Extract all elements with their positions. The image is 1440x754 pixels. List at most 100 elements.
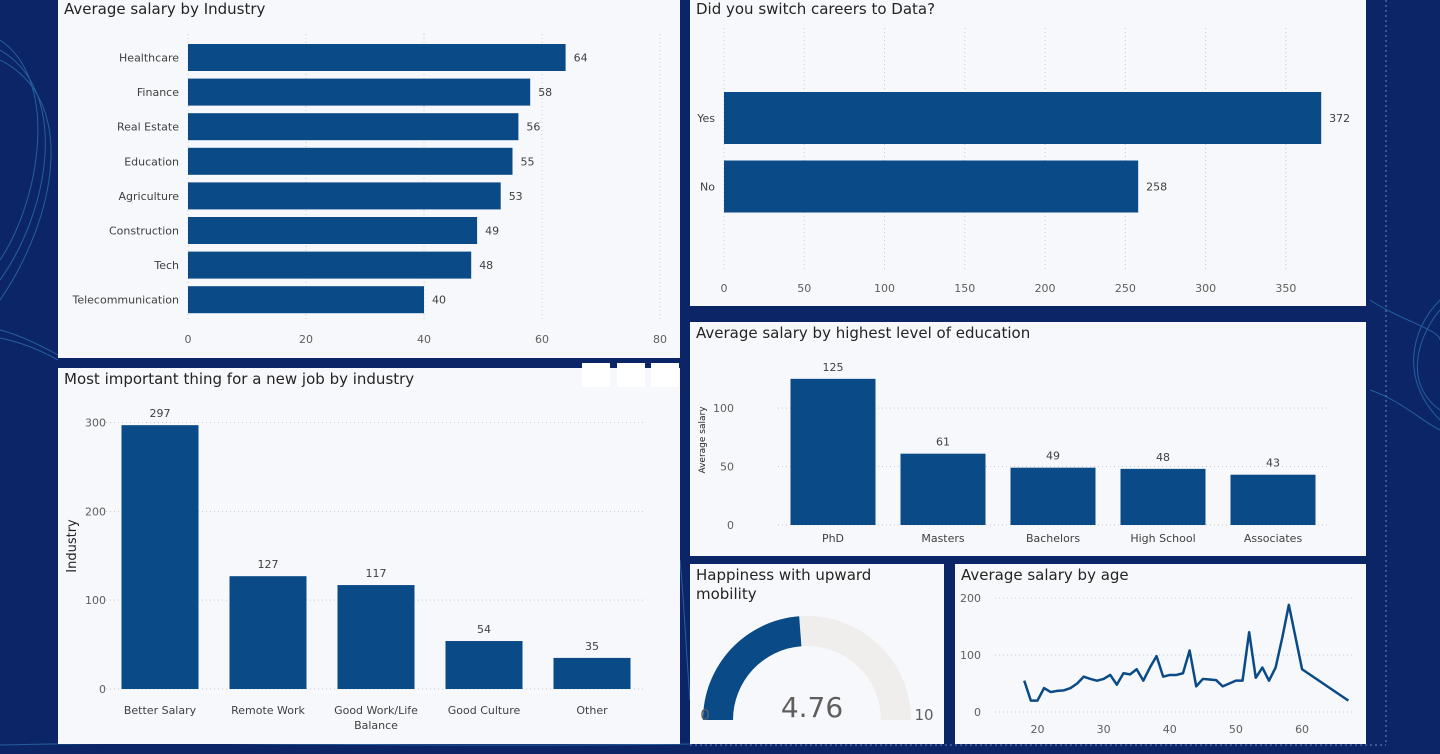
x-tick-label: 150 xyxy=(954,282,975,295)
data-label: 127 xyxy=(258,558,279,571)
category-label: Yes xyxy=(696,112,715,125)
important-chart-title: Most important thing for a new job by in… xyxy=(64,370,415,388)
x-tick-label: 40 xyxy=(417,333,431,346)
data-label: 58 xyxy=(538,86,552,99)
gauge-max-label: 10 xyxy=(914,706,933,724)
data-label: 117 xyxy=(366,567,387,580)
education-salary-panel: Average salary by highest level of educa… xyxy=(690,322,1366,556)
y-axis-title: Industry xyxy=(65,519,80,573)
data-label: 35 xyxy=(585,640,599,653)
data-label: 372 xyxy=(1329,112,1350,125)
switch-chart-title: Did you switch careers to Data? xyxy=(696,0,936,18)
category-label: Bachelors xyxy=(1026,532,1080,545)
category-label: Good Culture xyxy=(448,704,521,717)
bar xyxy=(337,585,415,689)
x-tick-label: 50 xyxy=(1229,723,1243,736)
education-salary-chart: 0 50 100 125 PhD 61 Masters 49 Bachelors 48 High S… xyxy=(698,361,1328,545)
happiness-panel: Happiness with upward mobility 4.76 0 10 xyxy=(690,564,944,744)
category-label: Real Estate xyxy=(117,121,179,134)
bar xyxy=(724,160,1139,213)
bar xyxy=(188,78,531,106)
x-tick-label: 20 xyxy=(299,333,313,346)
bar xyxy=(553,657,631,689)
category-label: Construction xyxy=(109,225,179,238)
category-label: Healthcare xyxy=(119,52,179,65)
y-tick-label: 100 xyxy=(960,649,981,662)
category-label: Remote Work xyxy=(231,704,305,717)
x-tick-label: 40 xyxy=(1163,723,1177,736)
y-tick-label: 50 xyxy=(720,461,734,474)
happiness-title-line-2: mobility xyxy=(696,585,757,603)
education-chart-title: Average salary by highest level of educa… xyxy=(696,324,1031,342)
happiness-gauge: 4.76 0 10 xyxy=(700,616,934,724)
bar xyxy=(188,113,519,141)
data-label: 49 xyxy=(485,225,499,238)
salary-line xyxy=(1023,603,1350,702)
y-axis-title: Average salary xyxy=(698,406,708,474)
x-tick-label: 0 xyxy=(721,282,728,295)
bar xyxy=(121,425,199,689)
category-label: Other xyxy=(576,704,608,717)
category-label: Telecommunication xyxy=(71,294,179,307)
bar xyxy=(188,251,472,279)
data-label: 49 xyxy=(1046,450,1060,463)
y-tick-label: 100 xyxy=(85,594,106,607)
bar xyxy=(724,92,1322,144)
data-label: 54 xyxy=(477,623,491,636)
data-label: 56 xyxy=(526,121,540,134)
focus-mode-button[interactable] xyxy=(617,363,645,387)
data-label: 258 xyxy=(1146,181,1167,194)
important-thing-chart: 0 100 200 300 297 Better Salary 127 Remote Work… xyxy=(65,407,646,732)
category-label: Masters xyxy=(921,532,965,545)
bar xyxy=(900,453,986,525)
data-label: 61 xyxy=(936,436,950,449)
data-label: 64 xyxy=(574,52,588,65)
bar xyxy=(188,286,424,314)
x-tick-label: 250 xyxy=(1115,282,1136,295)
industry-chart-title: Average salary by Industry xyxy=(64,0,266,18)
category-label: Tech xyxy=(153,259,179,272)
data-label: 48 xyxy=(479,259,493,272)
filter-button[interactable] xyxy=(582,363,610,387)
y-tick-label: 200 xyxy=(85,505,106,518)
bar xyxy=(1010,467,1096,525)
x-tick-label: 100 xyxy=(874,282,895,295)
industry-salary-panel: Average salary by Industry 0 20 40 60 80 Heal… xyxy=(58,0,680,358)
y-tick-label: 100 xyxy=(713,402,734,415)
category-label: Education xyxy=(124,155,179,168)
x-tick-label: 60 xyxy=(535,333,549,346)
gauge-value-label: 4.76 xyxy=(781,691,843,724)
industry-salary-chart: 0 20 40 60 80 Healthcare 64 Finance 58 Real Estat… xyxy=(71,34,667,346)
x-tick-label: 50 xyxy=(797,282,811,295)
x-tick-label: 200 xyxy=(1035,282,1056,295)
category-label: Agriculture xyxy=(119,190,180,203)
age-salary-chart: 0 100 200 20 30 40 50 60 xyxy=(960,592,1355,736)
category-label: PhD xyxy=(822,532,844,545)
category-label: Better Salary xyxy=(124,704,197,717)
category-label: Finance xyxy=(137,86,179,99)
y-tick-label: 0 xyxy=(99,683,106,696)
x-tick-label: 80 xyxy=(653,333,667,346)
more-options-button[interactable] xyxy=(651,363,679,387)
x-tick-label: 350 xyxy=(1275,282,1296,295)
bar xyxy=(229,576,307,689)
x-tick-label: 0 xyxy=(185,333,192,346)
bar xyxy=(1230,474,1316,525)
data-label: 43 xyxy=(1266,457,1280,470)
y-tick-label: 300 xyxy=(85,417,106,430)
switch-careers-panel: Did you switch careers to Data? 0 50 100 15… xyxy=(690,0,1366,306)
bar xyxy=(188,217,478,244)
data-label: 53 xyxy=(509,190,523,203)
gauge-remaining-arc xyxy=(799,616,911,720)
x-tick-label: 20 xyxy=(1030,723,1044,736)
bar xyxy=(188,147,513,175)
category-label: No xyxy=(700,181,715,194)
age-chart-title: Average salary by age xyxy=(961,566,1129,584)
category-label: High School xyxy=(1130,532,1195,545)
age-salary-panel: Average salary by age 0 100 200 20 30 40 50 60 xyxy=(955,564,1366,744)
y-tick-label: 0 xyxy=(727,519,734,532)
data-label: 55 xyxy=(521,155,535,168)
gauge-value-arc xyxy=(703,616,802,720)
data-label: 297 xyxy=(150,407,171,420)
bar xyxy=(1120,468,1206,525)
